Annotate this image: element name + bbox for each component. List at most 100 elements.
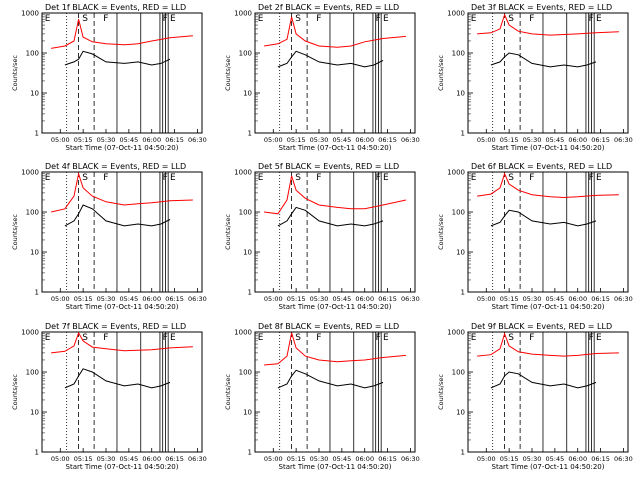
panel-title: Det 3f BLACK = Events, RED = LLD (471, 3, 612, 12)
series-line-lld (264, 332, 406, 366)
y-tick-label: 1000 (234, 10, 252, 18)
interval-marker: S (82, 14, 88, 24)
x-axis-label: Start Time (07-Oct-11 04:50:20) (492, 463, 605, 471)
x-tick-label: 06:30 (188, 295, 207, 303)
detector-panel-8: Det 8f BLACK = Events, RED = LLD 1 10 100 10… (224, 322, 420, 471)
y-axis-label: Counts/sec (437, 55, 445, 91)
x-tick-label: 06:15 (591, 295, 610, 303)
x-tick-label: 05:30 (310, 136, 329, 144)
interval-marker: E (45, 173, 51, 183)
x-tick-label: 06:15 (165, 295, 184, 303)
series-line-lld (477, 332, 619, 357)
x-tick-label: 05:45 (545, 455, 564, 463)
x-tick-label: 05:45 (332, 455, 351, 463)
y-tick-label: 1 (461, 289, 465, 297)
x-tick-label: 05:15 (74, 136, 93, 144)
x-tick-label: 05:15 (74, 455, 93, 463)
x-tick-label: 06:00 (355, 295, 374, 303)
y-tick-label: 10 (30, 249, 39, 257)
y-tick-label: 1000 (21, 10, 39, 18)
y-tick-label: 1 (35, 449, 39, 457)
x-tick-label: 06:15 (165, 136, 184, 144)
x-tick-label: 05:15 (287, 455, 306, 463)
series-line-events (277, 369, 384, 389)
interval-marker: F (103, 333, 108, 343)
interval-marker: F (376, 14, 381, 24)
panel-title: Det 5f BLACK = Events, RED = LLD (258, 162, 399, 171)
series-line-lld (264, 16, 406, 48)
series-line-lld (477, 172, 619, 199)
detector-panel-4: Det 4f BLACK = Events, RED = LLD 1 10 100 10… (11, 162, 207, 311)
x-tick-label: 05:15 (287, 136, 306, 144)
x-tick-label: 05:00 (264, 295, 283, 303)
plot-frame (467, 171, 629, 293)
y-tick-label: 1000 (234, 169, 252, 177)
x-tick-label: 06:30 (401, 455, 420, 463)
interval-marker: S (295, 14, 301, 24)
y-tick-label: 1 (461, 449, 465, 457)
series-line-lld (51, 19, 193, 49)
x-tick-label: 06:00 (142, 136, 161, 144)
plot-frame (41, 171, 203, 293)
x-tick-label: 05:00 (477, 136, 496, 144)
plot-frame (467, 331, 629, 453)
y-tick-label: 10 (243, 249, 252, 257)
x-axis-label: Start Time (07-Oct-11 04:50:20) (66, 303, 179, 311)
y-tick-label: 10 (456, 90, 465, 98)
interval-marker: E (258, 173, 264, 183)
interval-marker: E (383, 333, 389, 343)
panel-title: Det 6f BLACK = Events, RED = LLD (471, 162, 612, 171)
interval-marker: E (471, 14, 477, 24)
x-tick-label: 05:30 (97, 455, 116, 463)
y-tick-label: 1 (35, 130, 39, 138)
plot-frame (254, 331, 416, 453)
interval-marker: E (45, 333, 51, 343)
y-tick-label: 1000 (234, 329, 252, 337)
interval-marker: F (376, 173, 381, 183)
panel-title: Det 9f BLACK = Events, RED = LLD (471, 322, 612, 331)
x-tick-label: 05:15 (74, 295, 93, 303)
interval-marker: E (471, 173, 477, 183)
interval-marker: F (163, 173, 168, 183)
x-tick-label: 06:30 (614, 136, 633, 144)
interval-marker: F (529, 333, 534, 343)
x-axis-label: Start Time (07-Oct-11 04:50:20) (492, 303, 605, 311)
x-tick-label: 06:30 (188, 455, 207, 463)
y-tick-label: 1 (461, 130, 465, 138)
y-tick-label: 1 (248, 130, 252, 138)
interval-marker: F (163, 333, 168, 343)
y-axis-label: Counts/sec (437, 214, 445, 250)
x-tick-label: 06:00 (142, 295, 161, 303)
x-tick-label: 05:45 (119, 136, 138, 144)
series-line-lld (477, 13, 619, 36)
interval-marker: E (258, 14, 264, 24)
detector-panel-3: Det 3f BLACK = Events, RED = LLD 1 10 100 10… (437, 3, 633, 152)
interval-marker: F (529, 14, 534, 24)
y-axis-label: Counts/sec (11, 214, 19, 250)
x-tick-label: 06:15 (165, 455, 184, 463)
x-tick-label: 05:45 (119, 295, 138, 303)
interval-marker: E (471, 333, 477, 343)
y-tick-label: 1000 (447, 329, 465, 337)
x-tick-label: 05:00 (51, 136, 70, 144)
series-line-events (490, 209, 597, 227)
interval-marker: E (45, 14, 51, 24)
x-tick-label: 06:00 (355, 136, 374, 144)
y-tick-label: 100 (239, 369, 252, 377)
interval-marker: E (383, 14, 389, 24)
series-line-events (64, 50, 171, 66)
panel-title: Det 4f BLACK = Events, RED = LLD (45, 162, 186, 171)
x-tick-label: 05:15 (500, 295, 519, 303)
detector-panel-6: Det 6f BLACK = Events, RED = LLD 1 10 100 10… (437, 162, 633, 311)
series-line-events (277, 206, 384, 227)
y-tick-label: 100 (26, 369, 39, 377)
interval-marker: E (383, 173, 389, 183)
series-line-lld (51, 331, 193, 354)
x-tick-label: 06:30 (614, 455, 633, 463)
interval-marker: F (316, 333, 321, 343)
y-tick-label: 100 (239, 209, 252, 217)
plot-frame (254, 171, 416, 293)
series-line-events (64, 204, 171, 227)
x-tick-label: 05:30 (310, 295, 329, 303)
